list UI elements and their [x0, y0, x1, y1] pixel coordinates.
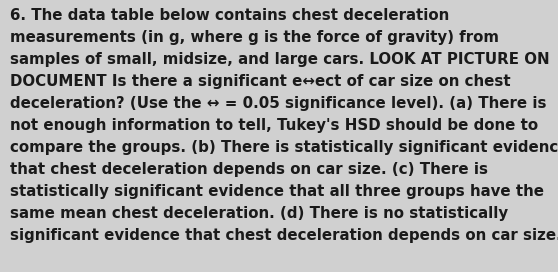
Text: 6. The data table below contains chest deceleration
measurements (in g, where g : 6. The data table below contains chest d…: [10, 8, 558, 243]
